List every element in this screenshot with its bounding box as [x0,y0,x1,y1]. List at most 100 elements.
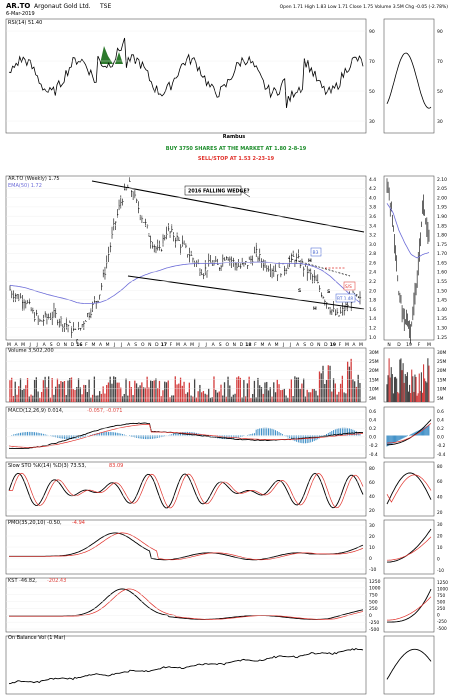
y-tick-label-right: 20 [437,533,443,539]
macd-signal-right [387,422,432,444]
volume-bar [294,376,296,402]
y-tick-label-right: 1250 [437,580,448,586]
y-tick-label: 2.8 [369,251,376,257]
macd-hist-bar-right [428,425,430,436]
volume-bar [329,365,331,402]
month-tick: A [352,342,356,348]
volume-bar [310,392,312,402]
month-tick: J [289,342,291,348]
obv-line [8,647,364,685]
y-tick-label: 0 [369,556,372,562]
volume-bar [158,380,161,402]
volume-bar [229,385,231,402]
volume-bar-right [421,392,424,402]
stop-annotation: SELL/STOP AT 1.53 2-23-19 [198,156,275,162]
macd-hist-bar [97,433,99,436]
volume-bar [172,395,175,402]
macd-line [8,422,364,450]
macd-histogram-right [386,425,430,447]
month-tick: J [282,342,284,348]
macd-hist-bar [30,431,32,436]
volume-bar-right [405,376,407,402]
y-tick-label: 3.0 [369,242,376,248]
y-tick-label-right: -500 [437,626,447,632]
volume-bar-right [397,392,399,402]
macd-hist-bar-right [405,435,407,437]
volume-bar [155,378,157,402]
volume-bar [222,395,224,402]
volume-bar [118,382,120,402]
macd-hist-bar [253,433,255,436]
volume-bar [287,397,289,402]
volume-bar-right [409,384,411,402]
y-tick-label-right: 50 [437,89,443,95]
y-tick-label: 90 [369,29,375,35]
macd-hist-bar [14,434,16,436]
macd-hist-bar [173,433,174,436]
volume-bar [283,388,285,402]
volume-bar [216,392,219,402]
volume-bar [162,390,164,402]
macd-hist-bar [158,435,160,438]
volume-bar [49,397,52,402]
volume-bar [303,378,305,402]
volume-bar [141,382,143,402]
y-tick-label: 70 [369,59,375,65]
macd-hist-bar [275,430,276,436]
volume-bar [213,376,215,402]
volume-bar [144,387,147,402]
obv-label: On Balance Vol (1 Mar) [8,635,65,641]
macd-hist-bar [246,434,248,436]
macd-hist-bar [106,431,108,436]
macd-hist-bar-right [397,435,399,441]
volume-bar [9,380,11,402]
y-tick-label: 20M [369,368,379,374]
volume-bar [160,396,162,402]
kst-line-right [387,588,432,623]
wedge-label: 2016 FALLING WEDGE? [188,189,250,195]
y-tick-label: -500 [369,627,379,633]
y-tick-label-right: 1.60 [437,270,447,276]
author-label: Rambus [223,134,246,140]
y-tick-label-right: 1.90 [437,214,447,220]
volume-bar [109,376,111,402]
volume-bar [11,377,13,402]
volume-bar [218,391,220,402]
volume-bar [95,395,97,402]
volume-bar [39,397,41,402]
macd-hist-bar [51,435,53,437]
month-tick: M [21,342,25,348]
volume-bar-right [392,393,394,402]
volume-bar [23,388,25,402]
month-axis-right: N D 19 F M [387,342,431,348]
volume-bar [215,389,217,402]
volume-bars [9,358,361,402]
macd-hist-bar [271,428,273,436]
macd-hist-bar [69,435,71,440]
y-tick-label-right: -250 [437,619,447,625]
y-tick-label-right: 25M [437,359,446,365]
macd-hist-bar [345,427,347,436]
y-tick-label: 20 [369,508,375,514]
month-tick: 19 [330,342,336,348]
obv-line-right [386,648,432,680]
volume-bar [114,377,117,402]
macd-hist-bar [111,432,113,436]
volume-bar [332,378,335,402]
volume-bar [274,392,277,402]
volume-bar-right [425,381,427,402]
y-tick-label-right: 10 [437,545,443,551]
macd-hist-bar-right [427,425,429,436]
y-tick-label: 15M [369,377,379,383]
rsi-panel: RSI(14) 51.40 [8,20,432,109]
panel-frame-right-rsi [383,18,435,134]
pmo-label-b: -4.94 [72,520,85,526]
volume-bar [65,395,67,402]
month-tick: J [204,342,206,348]
y-tick-label-right: 10M [437,387,446,393]
y-axis-ticks: 90 70 50 30 4.4 4.2 4.0 3.8 3.6 3.4 3.2 3.0 2.8 2.6 2.… [6,29,448,633]
volume-bar [83,384,85,402]
y-tick-label-right: 1.95 [437,205,447,211]
macd-hist-bar [139,435,141,439]
y-tick-label-right: 0.6 [437,409,444,415]
